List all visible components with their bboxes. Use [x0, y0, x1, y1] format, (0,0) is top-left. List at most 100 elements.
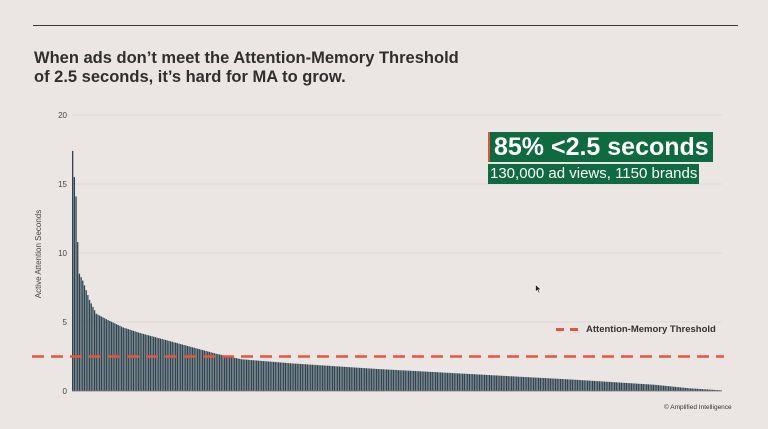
- bar: [468, 373, 471, 391]
- legend-threshold-label: Attention-Memory Threshold: [586, 324, 716, 335]
- bar: [414, 371, 417, 391]
- bar: [85, 290, 87, 391]
- bar: [578, 379, 580, 391]
- bar: [617, 382, 619, 391]
- bar: [249, 359, 251, 391]
- bar: [87, 295, 89, 391]
- bar: [431, 371, 433, 391]
- bar: [200, 349, 202, 391]
- bar: [90, 303, 92, 391]
- bar: [181, 344, 184, 391]
- bar: [122, 327, 124, 391]
- bar: [213, 353, 216, 391]
- bar: [497, 375, 499, 391]
- bar: [396, 370, 398, 391]
- bar: [205, 350, 207, 391]
- bar: [223, 355, 226, 391]
- bar: [693, 388, 695, 391]
- chart-title-line-2: of 2.5 seconds, it’s hard for MA to grow…: [34, 68, 346, 86]
- bar: [684, 387, 687, 391]
- bar: [428, 371, 430, 391]
- bar: [519, 376, 521, 391]
- bar: [222, 355, 224, 391]
- bar: [218, 354, 221, 391]
- bar: [124, 328, 126, 391]
- bar: [360, 367, 363, 391]
- bar: [529, 377, 531, 391]
- bar: [402, 370, 405, 391]
- bar: [210, 352, 212, 391]
- bar: [78, 273, 81, 391]
- bar: [451, 373, 454, 391]
- bar: [662, 385, 665, 391]
- grid-lines: [72, 114, 722, 323]
- bar: [446, 372, 449, 391]
- bar: [708, 389, 710, 391]
- bar: [568, 379, 570, 391]
- bar: [416, 371, 418, 391]
- chart-title-line-1: When ads don’t meet the Attention-Memory…: [34, 49, 459, 67]
- bar: [608, 381, 611, 391]
- bar: [467, 373, 469, 391]
- bar: [558, 378, 560, 391]
- bar: [244, 359, 246, 391]
- bar: [153, 336, 155, 391]
- bar: [217, 354, 219, 391]
- y-axis-ticks: 0 5 10 15 20: [58, 111, 67, 396]
- bar: [505, 376, 508, 391]
- bar: [357, 367, 359, 391]
- bar: [362, 368, 364, 391]
- bar: [83, 285, 86, 391]
- bar: [237, 358, 239, 391]
- bar: [281, 362, 283, 391]
- bar: [595, 381, 597, 391]
- bar: [308, 364, 310, 391]
- bar: [657, 385, 660, 391]
- bar: [710, 389, 712, 391]
- bar: [495, 375, 498, 391]
- bar: [80, 277, 82, 391]
- bar: [571, 379, 574, 391]
- bar: [235, 358, 238, 391]
- mouse-pointer-icon: [535, 281, 542, 299]
- bar: [679, 387, 682, 391]
- bar: [423, 371, 425, 391]
- bar: [88, 299, 91, 391]
- bar: [581, 380, 584, 391]
- bar: [683, 387, 685, 391]
- bar: [681, 387, 683, 391]
- bar: [274, 362, 276, 391]
- bar: [499, 375, 501, 391]
- bar: [333, 366, 336, 391]
- bar: [82, 280, 84, 391]
- bar: [634, 383, 636, 391]
- bar: [510, 376, 513, 391]
- y-tick-label: 0: [63, 387, 68, 396]
- bar: [548, 378, 550, 391]
- bar: [141, 333, 143, 391]
- callout-subline: 130,000 ad views, 1150 brands: [488, 164, 700, 184]
- bar: [694, 388, 697, 391]
- bar: [629, 383, 631, 391]
- bar: [191, 347, 194, 391]
- bar: [72, 150, 74, 391]
- bar: [456, 373, 459, 391]
- bar: [99, 315, 101, 391]
- bar: [342, 366, 344, 391]
- bar: [196, 348, 199, 391]
- bar: [566, 379, 568, 391]
- bar: [701, 389, 704, 391]
- bar: [639, 383, 641, 391]
- bar: [627, 383, 629, 391]
- bar: [543, 378, 545, 391]
- bar: [208, 351, 211, 391]
- bar: [164, 339, 167, 391]
- bar: [299, 363, 302, 391]
- bar: [188, 346, 190, 391]
- bar: [656, 384, 658, 391]
- bar: [178, 343, 180, 391]
- bar: [532, 377, 535, 391]
- bar: [480, 374, 482, 391]
- bar: [654, 384, 656, 391]
- bar: [546, 378, 548, 391]
